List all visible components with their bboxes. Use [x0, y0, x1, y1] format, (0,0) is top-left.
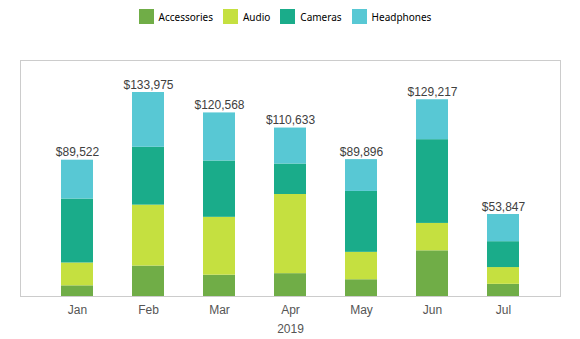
- svg-text:Mar: Mar: [209, 303, 230, 317]
- svg-text:$89,522: $89,522: [56, 145, 100, 159]
- html-text:Accessories: Accessories: [158, 9, 213, 24]
- svg-text:2019: 2019: [277, 322, 304, 336]
- svg-text:Apr: Apr: [281, 303, 300, 317]
- svg-text:$120,568: $120,568: [194, 98, 244, 112]
- html-text:Audio: Audio: [243, 9, 271, 24]
- svg-text:$110,633: $110,633: [266, 113, 315, 127]
- svg-text:$89,896: $89,896: [340, 145, 384, 159]
- html-text:Headphones: Headphones: [371, 9, 432, 24]
- svg-text:$133,975: $133,975: [123, 78, 173, 92]
- svg-text:Jun: Jun: [423, 303, 442, 317]
- svg-text:Jul: Jul: [496, 303, 511, 317]
- svg-text:Jan: Jan: [68, 303, 87, 317]
- svg-text:May: May: [350, 303, 373, 317]
- svg-text:$129,217: $129,217: [407, 85, 457, 99]
- svg-text:Feb: Feb: [138, 303, 159, 317]
- svg-text:$53,847: $53,847: [482, 200, 526, 214]
- html-text:Cameras: Cameras: [300, 9, 342, 24]
